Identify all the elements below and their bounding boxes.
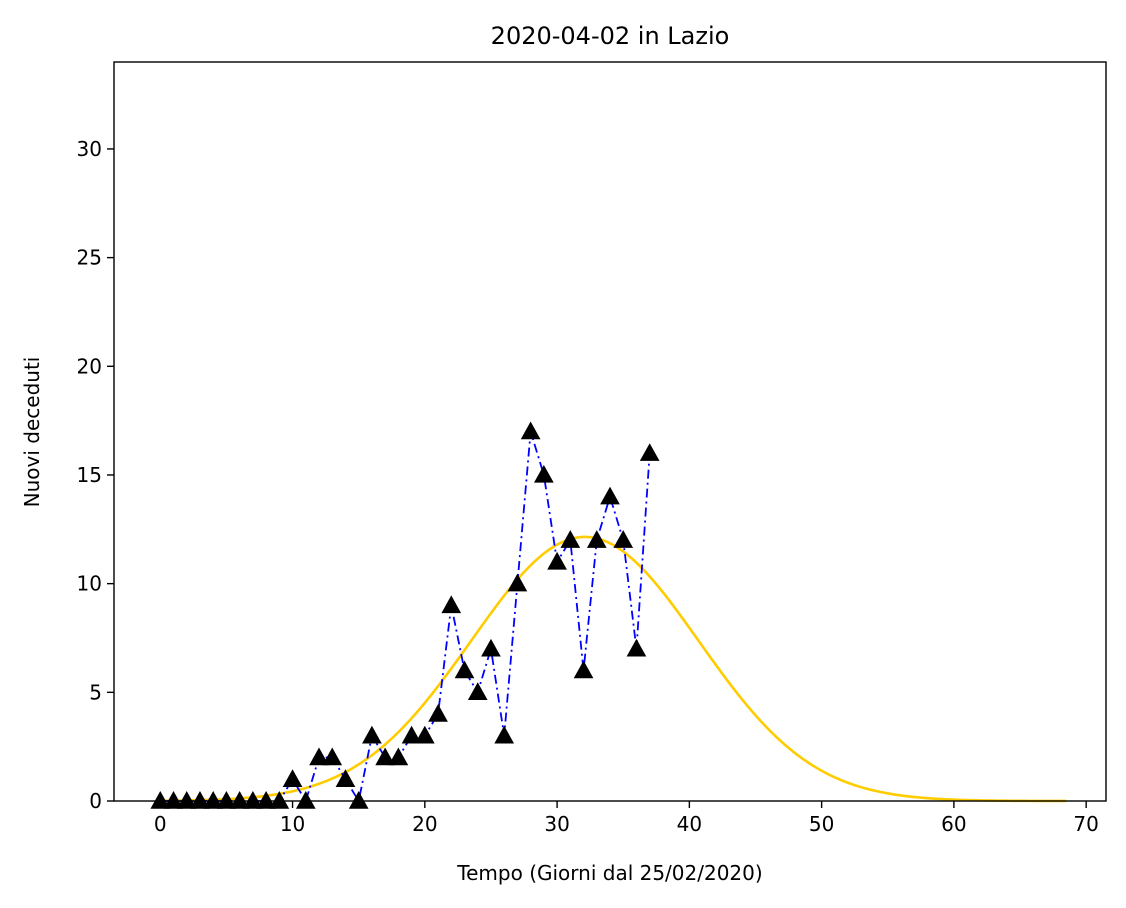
x-axis-label: Tempo (Giorni dal 25/02/2020) bbox=[456, 861, 762, 885]
data-point bbox=[176, 790, 197, 809]
x-tick-label: 20 bbox=[412, 812, 437, 836]
y-tick-label: 5 bbox=[89, 680, 102, 704]
data-point bbox=[269, 790, 290, 809]
data-point bbox=[613, 530, 634, 548]
data-point bbox=[586, 530, 607, 548]
x-tick-label: 30 bbox=[544, 812, 569, 836]
y-axis: 0 5 10 15 20 25 30 bbox=[77, 137, 114, 813]
data-point bbox=[282, 769, 303, 787]
data-point bbox=[348, 790, 369, 809]
x-tick-label: 60 bbox=[941, 812, 966, 836]
data-point bbox=[401, 725, 422, 744]
data-point bbox=[573, 660, 594, 679]
data-point bbox=[190, 790, 210, 809]
data-point bbox=[362, 725, 382, 744]
y-tick-label: 15 bbox=[77, 463, 102, 487]
data-point bbox=[547, 551, 567, 570]
y-tick-label: 20 bbox=[77, 354, 102, 378]
x-tick-label: 0 bbox=[154, 812, 167, 836]
data-point bbox=[600, 486, 620, 505]
data-point bbox=[467, 682, 488, 701]
data-point bbox=[216, 790, 237, 809]
data-point bbox=[494, 725, 515, 744]
data-point bbox=[414, 725, 435, 744]
data-point bbox=[441, 595, 462, 614]
data-point bbox=[507, 573, 528, 592]
data-point bbox=[256, 790, 276, 809]
x-axis: 0 10 20 30 40 50 60 70 bbox=[154, 801, 1099, 836]
x-tick-label: 10 bbox=[280, 812, 305, 836]
data-point bbox=[243, 790, 263, 809]
data-point bbox=[428, 704, 448, 722]
y-tick-label: 0 bbox=[89, 789, 102, 813]
y-axis-label: Nuovi deceduti bbox=[20, 357, 44, 508]
data-point bbox=[626, 638, 647, 657]
data-point bbox=[203, 790, 224, 809]
fit-curve bbox=[160, 535, 1067, 803]
data-point bbox=[322, 747, 343, 766]
data-point bbox=[150, 790, 171, 809]
y-tick-label: 30 bbox=[77, 137, 102, 161]
data-point bbox=[481, 638, 501, 657]
x-tick-label: 50 bbox=[809, 812, 834, 836]
data-point bbox=[639, 443, 660, 461]
data-point bbox=[534, 464, 554, 483]
data-point bbox=[520, 421, 541, 440]
plot-frame bbox=[113, 61, 1107, 802]
data-point bbox=[375, 747, 395, 766]
data-point bbox=[388, 747, 409, 766]
x-tick-label: 40 bbox=[677, 812, 702, 836]
y-tick-label: 25 bbox=[77, 246, 102, 270]
data-point bbox=[335, 769, 356, 787]
data-point bbox=[163, 790, 184, 809]
chart-title: 2020-04-02 in Lazio bbox=[491, 22, 730, 50]
fit-curve-layer bbox=[160, 535, 1067, 803]
data-point bbox=[309, 747, 329, 766]
y-tick-label: 10 bbox=[77, 572, 102, 596]
data-point bbox=[560, 530, 581, 548]
x-tick-label: 70 bbox=[1073, 812, 1098, 836]
data-point bbox=[229, 790, 250, 809]
data-point bbox=[454, 660, 475, 679]
data-point bbox=[295, 790, 316, 809]
